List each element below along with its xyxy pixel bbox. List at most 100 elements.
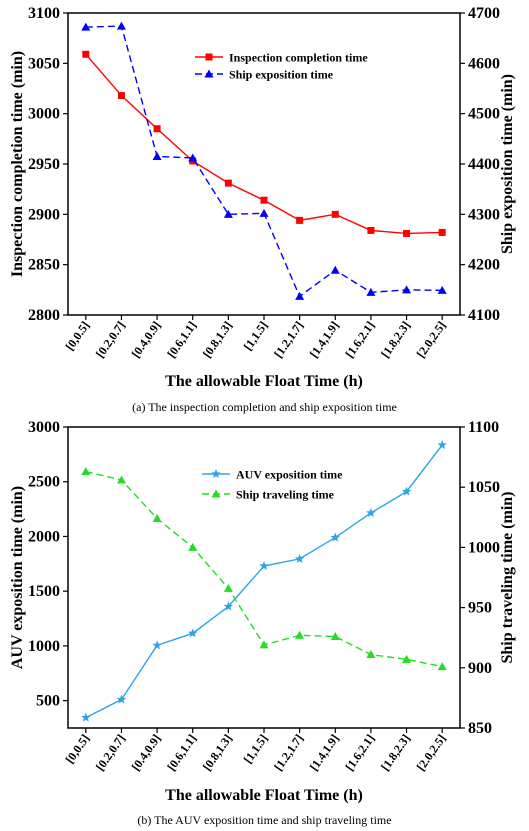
chart2-point-ship-traveling-time [223, 583, 233, 592]
chart1-x-tick-label: [0.8,1.3] [200, 319, 235, 361]
chart1-point-inspection-completion-time [438, 228, 446, 236]
chart1-left-tick-label: 3100 [28, 5, 60, 22]
chart2-caption: (b) The AUV exposition time and ship tra… [137, 813, 391, 827]
chart2-point-ship-traveling-time [116, 475, 126, 484]
chart1-right-tick-label: 4300 [468, 206, 500, 223]
chart2-left-tick-label: 3000 [28, 419, 60, 436]
chart1-x-tick-label: [0,0.5] [62, 319, 92, 353]
chart1-left-tick-label: 2950 [28, 156, 60, 173]
chart1-legend-marker-ship-exposition-time [204, 69, 214, 78]
chart1-legend-marker-inspection-completion-time [205, 53, 213, 61]
chart2-legend-marker-auv-exposition-time [211, 469, 221, 479]
chart2-point-auv-exposition-time [81, 712, 91, 722]
chart1-right-tick-label: 4700 [468, 5, 500, 22]
chart1-x-tick-label: [0.6,1.1] [164, 319, 199, 361]
chart2-legend-marker-ship-traveling-time [211, 489, 221, 498]
chart2-x-tick-label: [0.8,1.3] [200, 732, 235, 774]
chart1-right-tick-label: 4500 [468, 106, 500, 123]
chart2-point-ship-traveling-time [259, 640, 269, 649]
chart2-point-ship-traveling-time [188, 542, 198, 551]
chart1-right-tick-label: 4200 [468, 257, 500, 274]
chart1-legend-label-ship-exposition-time: Ship exposition time [229, 68, 334, 82]
chart1-legend-label-inspection-completion-time: Inspection completion time [229, 51, 368, 65]
chart1-left-axis-label: Inspection completion time (min) [9, 51, 26, 277]
chart2-point-auv-exposition-time [152, 640, 162, 650]
chart2-right-tick-label: 1050 [468, 479, 500, 496]
chart1-point-ship-exposition-time [259, 208, 269, 217]
chart1-right-tick-label: 4600 [468, 55, 500, 72]
chart1-point-inspection-completion-time [403, 229, 411, 237]
chart1-x-axis-label: The allowable Float Time (h) [165, 373, 363, 390]
chart1-point-inspection-completion-time [153, 125, 161, 133]
chart2-point-auv-exposition-time [401, 486, 412, 496]
chart1-left-tick-label: 2850 [28, 257, 60, 274]
chart2-x-tick-label: [0.4,0.9] [129, 732, 164, 774]
chart2-point-ship-traveling-time [402, 654, 412, 663]
chart2-point-ship-traveling-time [330, 631, 340, 640]
chart2-left-tick-label: 1500 [28, 583, 60, 600]
chart1-left-tick-label: 3050 [28, 55, 60, 72]
chart1-left-tick-label: 2800 [28, 307, 60, 324]
chart2-x-tick-label: [1.4,1.9] [307, 732, 342, 774]
chart2-x-tick-label: [1.8,2.3] [378, 732, 413, 774]
chart2-x-tick-label: [1,1.5] [241, 732, 271, 766]
chart1-x-tick-label: [1,1.5] [241, 319, 271, 353]
chart2-point-auv-exposition-time [437, 440, 447, 450]
chart1-point-inspection-completion-time [117, 92, 125, 100]
chart2-x-tick-label: [0.6,1.1] [164, 732, 199, 774]
chart2-left-tick-label: 1000 [28, 638, 60, 655]
chart1-x-tick-label: [1.8,2.3] [378, 319, 413, 361]
chart2-series-line-auv-exposition-time [85, 444, 443, 719]
chart2-left-tick-label: 2000 [28, 528, 60, 545]
chart2-point-auv-exposition-time [116, 694, 127, 704]
chart1-left-tick-label: 3000 [28, 106, 60, 123]
chart1-point-inspection-completion-time [82, 50, 90, 58]
chart1-point-ship-exposition-time [116, 21, 126, 30]
chart1-point-ship-exposition-time [188, 153, 198, 162]
chart1-point-inspection-completion-time [260, 196, 268, 204]
chart1-x-tick-label: [1.4,1.9] [307, 319, 342, 361]
chart2-point-ship-traveling-time [81, 467, 91, 476]
chart2-point-auv-exposition-time [330, 532, 341, 542]
chart1-x-tick-label: [1.2,1.7] [271, 319, 306, 361]
chart2-right-tick-label: 900 [468, 660, 492, 677]
chart1-point-ship-exposition-time [81, 22, 91, 31]
chart1-right-axis-label: Ship exposition time (min) [499, 74, 516, 254]
chart1-point-inspection-completion-time [296, 216, 304, 224]
chart2-x-tick-label: [0.2,0.7] [93, 732, 128, 774]
chart2-point-ship-traveling-time [366, 650, 376, 659]
chart1-point-ship-exposition-time [223, 209, 233, 218]
chart2-x-tick-label: [2.0,2.5] [414, 732, 449, 774]
chart1-left-tick-label: 2900 [28, 206, 60, 223]
chart1-point-ship-exposition-time [152, 151, 162, 160]
chart2-right-tick-label: 1000 [468, 539, 500, 556]
chart1-point-inspection-completion-time [331, 210, 339, 218]
chart1-point-ship-exposition-time [437, 285, 447, 294]
chart2-right-tick-label: 1100 [468, 419, 499, 436]
chart2-legend-label-ship-traveling-time: Ship traveling time [236, 488, 335, 502]
chart1-point-ship-exposition-time [366, 287, 376, 296]
chart2-point-auv-exposition-time [366, 507, 376, 517]
chart2-x-tick-label: [1.2,1.7] [271, 732, 306, 774]
chart1-point-inspection-completion-time [367, 226, 375, 234]
chart2-right-tick-label: 950 [468, 600, 492, 617]
chart2-right-tick-label: 850 [468, 720, 492, 737]
chart1-right-tick-label: 4100 [468, 307, 500, 324]
chart2-left-axis-label: AUV exposition time (min) [9, 486, 26, 669]
chart2-left-tick-label: 500 [36, 693, 60, 710]
chart1-point-inspection-completion-time [224, 179, 232, 187]
chart1-point-ship-exposition-time [402, 285, 412, 294]
chart2-legend-label-auv-exposition-time: AUV exposition time [236, 468, 343, 482]
chart1-x-tick-label: [0.2,0.7] [93, 319, 128, 361]
chart2-point-ship-traveling-time [295, 630, 305, 639]
chart1-x-tick-label: [0.4,0.9] [129, 319, 164, 361]
chart2-x-tick-label: [0,0.5] [62, 732, 92, 766]
chart1-right-tick-label: 4400 [468, 156, 500, 173]
chart2-point-auv-exposition-time [259, 561, 269, 571]
chart1-x-tick-label: [1.6,2.1] [342, 319, 377, 361]
chart2-point-ship-traveling-time [437, 662, 447, 671]
chart2-right-axis-label: Ship traveling time (min) [499, 492, 516, 664]
chart2-x-tick-label: [1.6,2.1] [342, 732, 377, 774]
chart2-x-axis-label: The allowable Float Time (h) [165, 787, 363, 804]
